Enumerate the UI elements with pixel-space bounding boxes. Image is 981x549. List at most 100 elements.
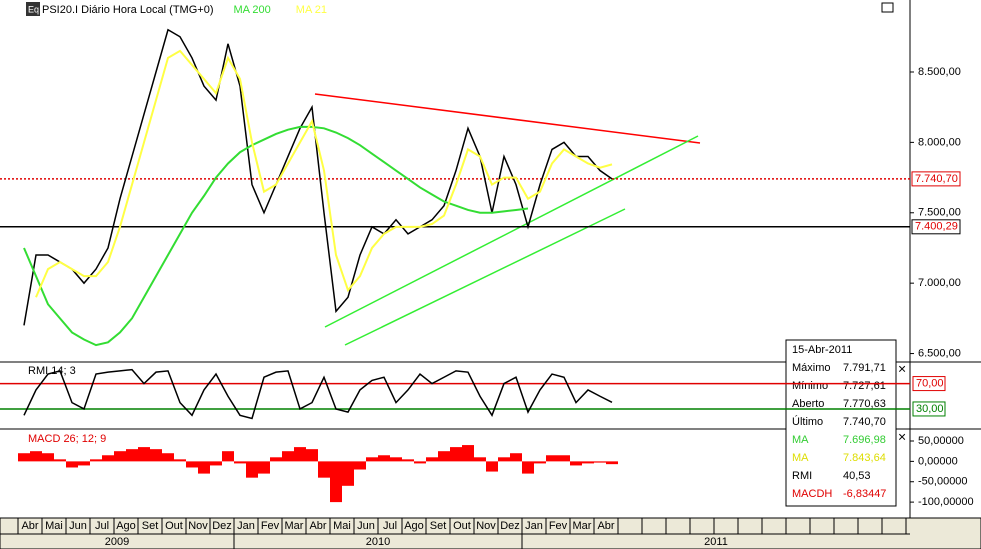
data-line [23, 368, 613, 420]
x-tick-label: Dez [212, 520, 232, 532]
legend-entry: MA 200 [233, 4, 270, 16]
y-tick-box [912, 376, 946, 392]
info-value: 7.696,98 [843, 434, 886, 446]
bar [582, 461, 594, 464]
bar [210, 461, 222, 466]
axis-area [910, 0, 981, 518]
legend-entry: MA 21 [296, 4, 327, 16]
info-value: -6,83447 [843, 488, 886, 500]
x-tick-label: Out [453, 520, 471, 532]
info-value: 7.770,63 [843, 398, 886, 410]
x-tick-label: Mar [573, 520, 592, 532]
maximize-button[interactable] [881, 2, 894, 13]
bar [498, 457, 510, 462]
bar [414, 461, 426, 464]
close-button[interactable]: × [898, 361, 906, 377]
bar [102, 455, 114, 462]
x-tick-label: Dez [500, 520, 520, 532]
year-label: 2010 [366, 536, 390, 548]
info-label: MA [792, 434, 809, 446]
bar [606, 461, 618, 465]
year-label: 2011 [704, 536, 728, 548]
bar [330, 461, 342, 503]
bar [162, 453, 174, 462]
bar [354, 461, 366, 470]
bar [342, 461, 354, 486]
bar [258, 461, 270, 474]
x-tick-label: Jan [237, 520, 255, 532]
year-label: 2009 [105, 536, 129, 548]
x-tick-label: Ago [116, 520, 136, 532]
bar [426, 457, 438, 462]
x-tick-label: Nov [476, 520, 496, 532]
bar [474, 457, 486, 462]
x-tick-label: Mai [45, 520, 63, 532]
x-tick-label: Set [142, 520, 159, 532]
bar [306, 449, 318, 462]
info-value: 7.791,71 [843, 362, 886, 374]
info-value: 7.727,61 [843, 380, 886, 392]
bar [558, 455, 570, 462]
info-value: 40,53 [843, 470, 871, 482]
bar [174, 459, 186, 462]
reference-label: 7.740,70 [915, 173, 958, 185]
info-label: Mínimo [792, 380, 828, 392]
bar [150, 449, 162, 462]
info-label: Aberto [792, 398, 824, 410]
y-tick-label: 50,00000 [918, 435, 964, 447]
bar [546, 455, 558, 462]
trend-line [314, 93, 701, 144]
app-icon-text: Eq [28, 4, 39, 14]
x-tick-label: Jan [525, 520, 543, 532]
x-tick-label: Abr [21, 520, 38, 532]
bar [90, 459, 102, 462]
reference-label: 7.400,29 [915, 221, 958, 233]
bar [78, 461, 90, 466]
x-tick-label: Abr [309, 520, 326, 532]
panel-title: MACD 26; 12; 9 [28, 433, 106, 445]
x-tick-label: Nov [188, 520, 208, 532]
bar [450, 447, 462, 462]
x-tick-label: Jun [69, 520, 87, 532]
info-value: 7.740,70 [843, 416, 886, 428]
x-tick-label: Fev [261, 520, 280, 532]
bar [594, 461, 606, 463]
x-tick-label: Mar [285, 520, 304, 532]
close-button[interactable]: × [898, 429, 906, 445]
info-label: Último [792, 415, 823, 428]
x-tick-label: Abr [597, 520, 614, 532]
y-tick-label: 8.500,00 [918, 66, 961, 78]
x-tick-label: Jul [95, 520, 109, 532]
x-tick-label: Jun [357, 520, 375, 532]
y-tick-label: -50,00000 [918, 476, 968, 488]
bar [438, 451, 450, 462]
bar [18, 453, 30, 462]
app-icon[interactable] [26, 2, 40, 16]
bar [270, 457, 282, 462]
bar [318, 461, 330, 478]
y-tick-label: 8.000,00 [918, 136, 961, 148]
bar [126, 449, 138, 462]
bar [534, 461, 546, 464]
bar [378, 455, 390, 462]
info-label: MA [792, 452, 809, 464]
y-tick-label: 70,00 [916, 377, 944, 389]
bar [462, 445, 474, 462]
trend-line [344, 208, 626, 346]
info-label: MACDH [792, 488, 832, 500]
y-tick-label: -100,00000 [918, 496, 974, 508]
info-label: Máximo [792, 362, 831, 374]
y-tick-label: 7.500,00 [918, 207, 961, 219]
y-tick-label: 6.500,00 [918, 347, 961, 359]
bar [570, 461, 582, 466]
bar [282, 451, 294, 462]
data-line [35, 49, 613, 298]
legend: Eq PSI20.I Diário Hora Local (TMG+0) MA 2… [26, 2, 327, 16]
bar [42, 453, 54, 462]
trend-line [324, 135, 699, 328]
x-tick-label: Mai [333, 520, 351, 532]
bar [366, 457, 378, 462]
bar [114, 451, 126, 462]
bar [30, 451, 42, 462]
bar [390, 457, 402, 462]
